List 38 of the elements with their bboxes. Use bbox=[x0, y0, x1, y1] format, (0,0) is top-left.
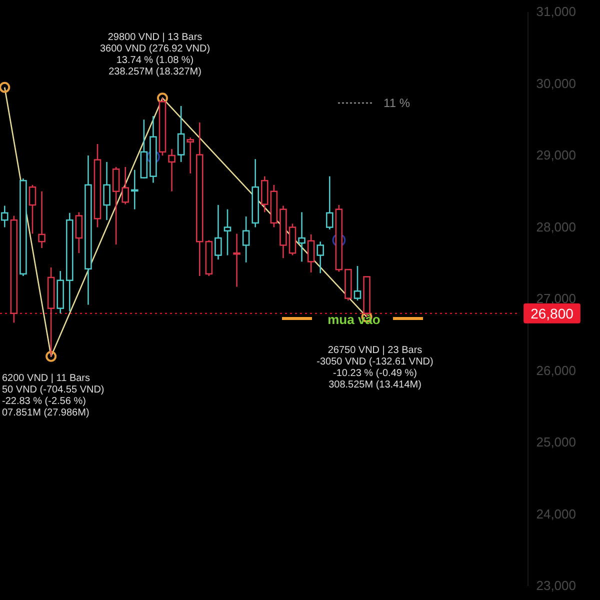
annotation: 29800 VND | 13 Bars 3600 VND (276.92 VND) 13.74 % (1.08 %) 238.257M (18.327M) bbox=[100, 32, 210, 78]
candlestick bbox=[214, 204, 222, 260]
y-tick-label: 31,000 bbox=[536, 4, 576, 20]
candlestick bbox=[130, 169, 138, 210]
candlestick bbox=[233, 233, 240, 288]
candlestick bbox=[38, 190, 46, 249]
y-tick-label: 27,000 bbox=[536, 291, 576, 306]
candlestick bbox=[112, 166, 120, 246]
annotation: mua vào bbox=[328, 312, 380, 327]
candlestick bbox=[354, 265, 362, 302]
candlestick bbox=[0, 205, 8, 228]
y-tick-label: 29,000 bbox=[536, 148, 576, 163]
candlestick bbox=[242, 216, 250, 264]
candlestick bbox=[28, 184, 36, 234]
y-tick-label: 23,000 bbox=[536, 578, 576, 594]
candlestick bbox=[177, 105, 185, 163]
y-tick-label: 28,000 bbox=[536, 219, 576, 234]
candlestick bbox=[122, 166, 130, 205]
candlestick bbox=[316, 240, 324, 274]
annotation: 11 % bbox=[384, 96, 410, 110]
candlestick bbox=[298, 212, 306, 262]
point bbox=[46, 350, 57, 362]
candlestick bbox=[307, 234, 315, 274]
y-tick-label: 25,000 bbox=[536, 434, 576, 450]
candlestick bbox=[103, 161, 110, 221]
annotation: 26750 VND | 23 Bars -3050 VND (-132.61 VND) -10.23 % (-0.49 %) 308.525M (13.414M) bbox=[316, 345, 434, 390]
candlestick bbox=[224, 208, 232, 256]
candlestick bbox=[186, 136, 194, 174]
ref-line-label: 26,800 bbox=[530, 305, 574, 322]
y-tick-label: 26,000 bbox=[536, 362, 576, 378]
y-tick-label: 24,000 bbox=[536, 506, 576, 522]
candlestick bbox=[75, 212, 83, 254]
point bbox=[0, 82, 10, 93]
y-tick-label: 30,000 bbox=[536, 76, 576, 91]
candlestick bbox=[326, 176, 334, 230]
candlestick bbox=[260, 176, 268, 213]
annotation: 6200 VND | 11 Bars 50 VND (-704.55 VND) -22.83 % (-2.56 %) 07.851M (27.986M) bbox=[2, 373, 104, 418]
candlestick bbox=[168, 148, 176, 192]
